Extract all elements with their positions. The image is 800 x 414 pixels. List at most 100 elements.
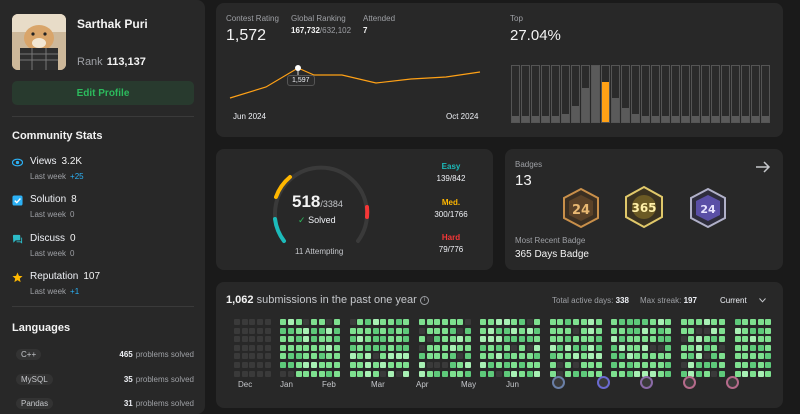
heatmap-cell[interactable] bbox=[441, 327, 448, 334]
heatmap-cell[interactable] bbox=[511, 319, 518, 325]
avatar[interactable] bbox=[12, 14, 66, 70]
heatmap-cell[interactable] bbox=[642, 336, 649, 343]
heatmap-cell[interactable] bbox=[634, 353, 641, 360]
heatmap-cell[interactable] bbox=[280, 370, 287, 377]
heatmap-cell[interactable] bbox=[565, 336, 572, 343]
heatmap-cell[interactable] bbox=[680, 370, 687, 377]
heatmap-cell[interactable] bbox=[588, 336, 595, 343]
heatmap-cell[interactable] bbox=[311, 327, 317, 334]
heatmap-cell[interactable] bbox=[518, 327, 525, 334]
heatmap-cell[interactable] bbox=[449, 319, 456, 325]
heatmap-cell[interactable] bbox=[580, 362, 587, 368]
heatmap-cell[interactable] bbox=[572, 327, 579, 334]
heatmap-cell[interactable] bbox=[626, 344, 633, 351]
heatmap-cell[interactable] bbox=[334, 344, 341, 351]
heatmap-cell[interactable] bbox=[526, 327, 533, 334]
heatmap-cell[interactable] bbox=[549, 344, 556, 351]
heatmap-cell[interactable] bbox=[426, 319, 433, 325]
heatmap-cell[interactable] bbox=[619, 327, 625, 334]
heatmap-cell[interactable] bbox=[441, 353, 448, 360]
heatmap-cell[interactable] bbox=[241, 319, 248, 325]
heatmap-cell[interactable] bbox=[580, 319, 587, 325]
heatmap-cell[interactable] bbox=[719, 319, 726, 325]
monthly-badge-icon[interactable] bbox=[683, 376, 696, 389]
heatmap-cell[interactable] bbox=[457, 344, 464, 351]
heatmap-cell[interactable] bbox=[688, 362, 695, 368]
heatmap-cell[interactable] bbox=[241, 370, 248, 377]
heatmap-cell[interactable] bbox=[357, 353, 364, 360]
heatmap-cell[interactable] bbox=[295, 353, 302, 360]
heatmap-cell[interactable] bbox=[488, 370, 495, 377]
heatmap-cell[interactable] bbox=[657, 370, 664, 377]
heatmap-cell[interactable] bbox=[719, 344, 726, 351]
language-tag[interactable]: C++ bbox=[16, 349, 42, 360]
heatmap-cell[interactable] bbox=[280, 353, 287, 360]
heatmap-cell[interactable] bbox=[711, 370, 718, 377]
heatmap-cell[interactable] bbox=[711, 327, 718, 334]
heatmap-cell[interactable] bbox=[349, 319, 356, 325]
heatmap-cell[interactable] bbox=[565, 353, 572, 360]
heatmap-cell[interactable] bbox=[364, 344, 371, 351]
heatmap-cell[interactable] bbox=[749, 344, 756, 351]
heatmap-cell[interactable] bbox=[565, 344, 572, 351]
heatmap-cell[interactable] bbox=[534, 362, 541, 368]
heatmap-cell[interactable] bbox=[649, 370, 656, 377]
heatmap-cell[interactable] bbox=[511, 362, 518, 368]
monthly-badge-icon[interactable] bbox=[552, 376, 565, 389]
heatmap-cell[interactable] bbox=[680, 344, 687, 351]
heatmap-cell[interactable] bbox=[303, 319, 310, 325]
heatmap-cell[interactable] bbox=[257, 336, 264, 343]
heatmap-cell[interactable] bbox=[295, 327, 302, 334]
heatmap-cell[interactable] bbox=[595, 336, 602, 343]
heatmap-cell[interactable] bbox=[495, 327, 502, 334]
heatmap-cell[interactable] bbox=[380, 336, 387, 343]
heatmap-cell[interactable] bbox=[703, 319, 710, 325]
heatmap-cell[interactable] bbox=[619, 319, 625, 325]
heatmap-cell[interactable] bbox=[434, 327, 441, 334]
heatmap-cell[interactable] bbox=[318, 362, 325, 368]
heatmap-cell[interactable] bbox=[318, 353, 325, 360]
arrow-right-icon[interactable] bbox=[755, 160, 771, 174]
heatmap-cell[interactable] bbox=[688, 319, 695, 325]
heatmap-cell[interactable] bbox=[511, 344, 518, 351]
heatmap-cell[interactable] bbox=[742, 327, 749, 334]
heatmap-cell[interactable] bbox=[395, 362, 402, 368]
heatmap-cell[interactable] bbox=[303, 344, 310, 351]
heatmap-cell[interactable] bbox=[572, 344, 579, 351]
heatmap-cell[interactable] bbox=[765, 327, 772, 334]
heatmap-cell[interactable] bbox=[357, 370, 364, 377]
heatmap-cell[interactable] bbox=[680, 336, 687, 343]
heatmap-cell[interactable] bbox=[511, 370, 518, 377]
heatmap-cell[interactable] bbox=[534, 353, 541, 360]
heatmap-cell[interactable] bbox=[426, 370, 433, 377]
heatmap-cell[interactable] bbox=[719, 353, 726, 360]
heatmap-cell[interactable] bbox=[634, 362, 641, 368]
heatmap-cell[interactable] bbox=[287, 362, 294, 368]
heatmap-cell[interactable] bbox=[665, 336, 672, 343]
heatmap-cell[interactable] bbox=[634, 319, 641, 325]
heatmap-cell[interactable] bbox=[526, 319, 533, 325]
heatmap-cell[interactable] bbox=[449, 353, 456, 360]
heatmap-cell[interactable] bbox=[711, 362, 718, 368]
heatmap-cell[interactable] bbox=[665, 353, 672, 360]
heatmap-cell[interactable] bbox=[572, 336, 579, 343]
heatmap-cell[interactable] bbox=[295, 362, 302, 368]
heatmap-cell[interactable] bbox=[426, 344, 433, 351]
heatmap-cell[interactable] bbox=[619, 370, 625, 377]
heatmap-cell[interactable] bbox=[619, 353, 625, 360]
heatmap-cell[interactable] bbox=[572, 319, 579, 325]
badge-2024-icon[interactable]: 24 bbox=[688, 187, 728, 229]
heatmap-cell[interactable] bbox=[241, 353, 248, 360]
heatmap-cell[interactable] bbox=[449, 327, 456, 334]
heatmap-cell[interactable] bbox=[611, 370, 618, 377]
heatmap-cell[interactable] bbox=[734, 327, 741, 334]
heatmap-cell[interactable] bbox=[457, 362, 464, 368]
heatmap-cell[interactable] bbox=[357, 336, 364, 343]
heatmap-cell[interactable] bbox=[434, 370, 441, 377]
heatmap-cell[interactable] bbox=[441, 336, 448, 343]
heatmap-cell[interactable] bbox=[441, 319, 448, 325]
heatmap-cell[interactable] bbox=[719, 370, 726, 377]
heatmap-cell[interactable] bbox=[287, 327, 294, 334]
heatmap-cell[interactable] bbox=[626, 370, 633, 377]
heatmap-cell[interactable] bbox=[765, 319, 772, 325]
